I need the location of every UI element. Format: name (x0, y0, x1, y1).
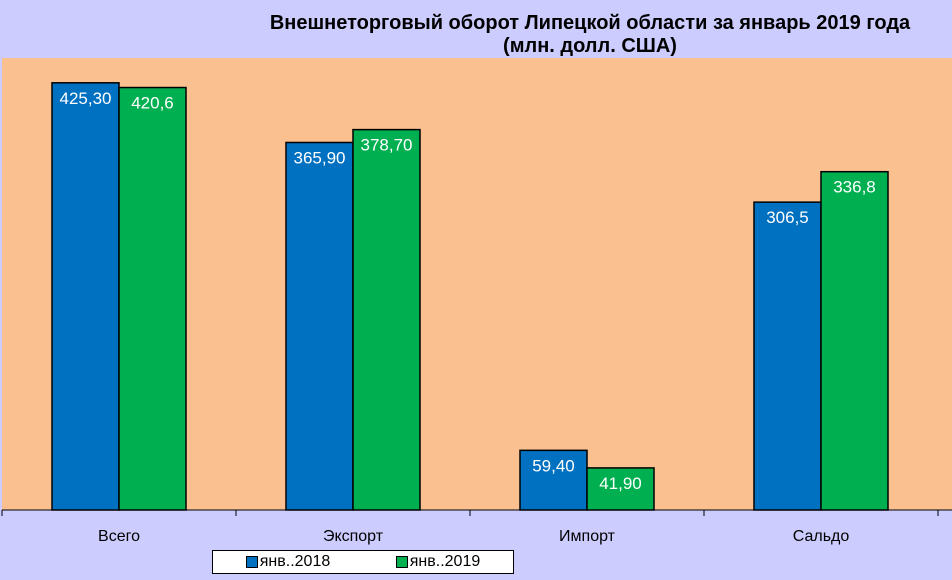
bar (519, 449, 588, 511)
chart-title: Внешнеторговый оборот Липецкой области з… (269, 12, 911, 57)
x-tick-label: Импорт (559, 528, 616, 545)
x-tick-label: Экспорт (323, 528, 384, 545)
legend: янв..2018 янв..2019 (212, 550, 514, 574)
data-label: 425,30 (60, 89, 112, 108)
data-label: 336,8 (833, 178, 876, 197)
bar (51, 82, 120, 511)
bar (753, 201, 822, 511)
bar (586, 467, 655, 511)
x-tick-label: Сальдо (793, 528, 850, 545)
x-tick-label: Всего (98, 528, 140, 545)
data-label: 59,40 (532, 456, 575, 475)
legend-item-2019: янв..2019 (395, 553, 480, 571)
data-label: 378,70 (361, 136, 413, 155)
bar (118, 86, 187, 511)
bar (820, 170, 889, 511)
bar (285, 141, 354, 511)
data-label: 306,5 (766, 208, 809, 227)
legend-item-2018: янв..2018 (245, 553, 330, 571)
data-label: 365,90 (294, 148, 346, 167)
bar (352, 128, 421, 511)
data-label: 420,6 (131, 94, 174, 113)
data-label: 41,90 (599, 474, 642, 493)
